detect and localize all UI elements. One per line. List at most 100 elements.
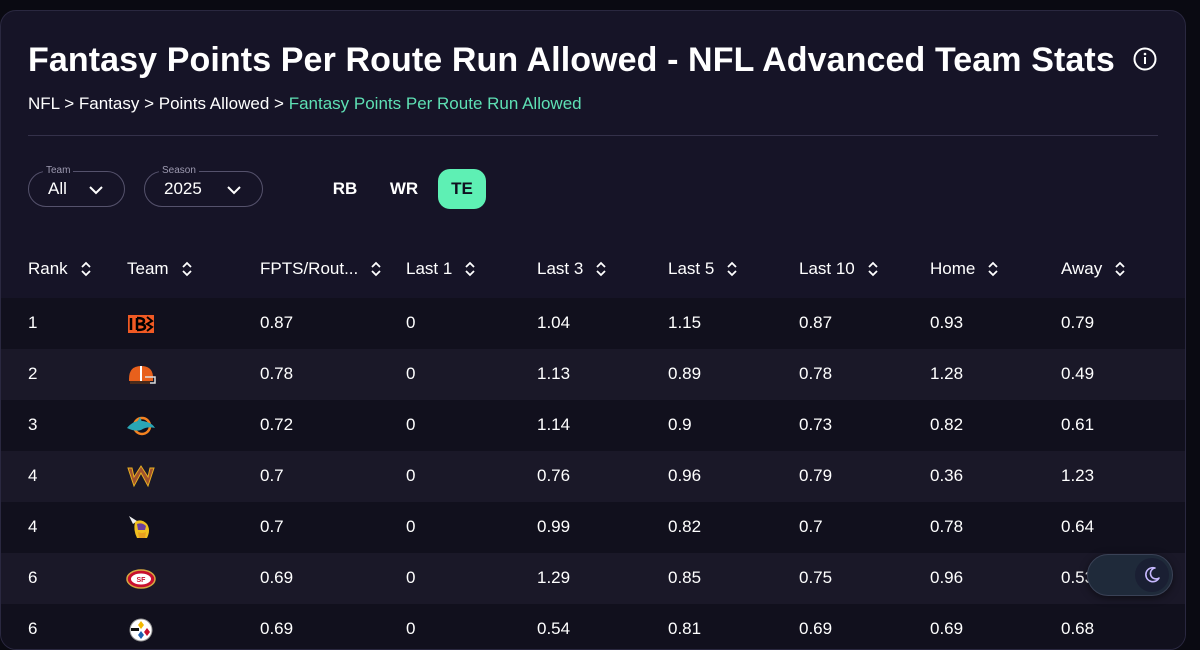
column-header-last3[interactable]: Last 3 [537, 259, 607, 279]
column-header-last5[interactable]: Last 5 [668, 259, 738, 279]
column-header-last10[interactable]: Last 10 [799, 259, 879, 279]
cell-away: 0.68 [1061, 619, 1095, 638]
team-select[interactable]: Team All [28, 164, 125, 207]
cell-fpts: 0.7 [260, 517, 284, 536]
cell-last1: 0 [406, 364, 416, 383]
cell-last10: 0.69 [799, 619, 833, 638]
cell-rank: 1 [28, 313, 38, 332]
cell-fpts: 0.72 [260, 415, 294, 434]
table-row[interactable]: 1 0.87 0 1.04 1.15 0.87 0.93 0.79 [1, 298, 1185, 349]
column-header-away[interactable]: Away [1061, 259, 1126, 279]
cell-rank: 6 [28, 619, 38, 638]
cell-home: 0.36 [930, 466, 964, 485]
column-header-home[interactable]: Home [930, 259, 999, 279]
cell-last10: 0.75 [799, 568, 833, 587]
cell-last3: 0.76 [537, 466, 571, 485]
column-header-fpts[interactable]: FPTS/Rout... [260, 259, 382, 279]
sort-icon [81, 261, 91, 277]
page-title: Fantasy Points Per Route Run Allowed - N… [28, 41, 1115, 79]
breadcrumb-link-fantasy[interactable]: Fantasy [78, 94, 140, 113]
cell-rank: 4 [28, 466, 38, 485]
cell-rank: 4 [28, 517, 38, 536]
sort-icon [868, 261, 878, 277]
season-select[interactable]: Season 2025 [144, 164, 263, 207]
cell-last1: 0 [406, 517, 416, 536]
cell-last1: 0 [406, 568, 416, 587]
cell-last5: 0.81 [668, 619, 702, 638]
cell-last5: 0.82 [668, 517, 702, 536]
sort-icon [596, 261, 606, 277]
cell-away: 0.53 [1061, 568, 1095, 587]
cell-last3: 1.13 [537, 364, 571, 383]
position-button-te[interactable]: TE [438, 169, 486, 209]
cell-fpts: 0.7 [260, 466, 284, 485]
cell-last3: 1.14 [537, 415, 571, 434]
breadcrumb-link-nfl[interactable]: NFL [28, 94, 60, 113]
cell-fpts: 0.78 [260, 364, 294, 383]
cell-last5: 0.9 [668, 415, 692, 434]
cell-last10: 0.79 [799, 466, 833, 485]
cell-away: 0.49 [1061, 364, 1095, 383]
table-row[interactable]: 2 0.78 0 1.13 0.89 0.78 1.28 0.49 [1, 349, 1185, 400]
stats-panel: Fantasy Points Per Route Run Allowed - N… [0, 10, 1186, 650]
table-row[interactable]: 4 0.7 0 0.76 0.96 0.79 0.36 1.23 [1, 451, 1185, 502]
cell-home: 1.28 [930, 364, 964, 383]
cell-rank: 2 [28, 364, 38, 383]
cell-last3: 0.99 [537, 517, 571, 536]
cell-home: 0.93 [930, 313, 964, 332]
table-row[interactable]: 4 0.7 0 0.99 0.82 0.7 0.78 0.64 [1, 502, 1185, 553]
sort-icon [727, 261, 737, 277]
browns-logo [129, 366, 156, 384]
dolphins-logo [127, 416, 155, 436]
season-select-legend: Season [159, 164, 199, 178]
cell-last1: 0 [406, 313, 416, 332]
sort-icon [465, 261, 475, 277]
chevron-down-icon [227, 186, 241, 195]
cell-last1: 0 [406, 415, 416, 434]
breadcrumb-current: Fantasy Points Per Route Run Allowed [288, 94, 582, 113]
cell-last10: 0.7 [799, 517, 823, 536]
table-row[interactable]: 6 SF 0.69 0 1.29 0.85 0.75 0.96 0.53 [1, 553, 1185, 604]
position-button-rb[interactable]: RB [332, 179, 358, 198]
cell-home: 0.96 [930, 568, 964, 587]
breadcrumb: NFL > Fantasy > Points Allowed > Fantasy… [28, 94, 582, 113]
theme-toggle-knob[interactable] [1135, 558, 1169, 592]
table-row[interactable]: 3 0.72 0 1.14 0.9 0.73 0.82 0.61 [1, 400, 1185, 451]
season-select-value: 2025 [164, 179, 202, 198]
cell-home: 0.82 [930, 415, 964, 434]
chevron-down-icon [89, 186, 103, 195]
cell-rank: 3 [28, 415, 38, 434]
commanders-logo [127, 465, 155, 488]
cell-away: 0.79 [1061, 313, 1095, 332]
breadcrumb-link-points-allowed[interactable]: Points Allowed [158, 94, 270, 113]
table-row[interactable]: 6 0.69 0 0.54 0.81 0.69 0.69 0.68 [1, 604, 1185, 649]
moon-icon [1145, 566, 1160, 583]
bengals-logo [128, 315, 154, 333]
cell-last1: 0 [406, 619, 416, 638]
svg-text:SF: SF [137, 577, 147, 584]
cell-home: 0.69 [930, 619, 964, 638]
divider [28, 135, 1158, 136]
cell-last5: 0.96 [668, 466, 702, 485]
sort-icon [988, 261, 998, 277]
cell-last3: 1.04 [537, 313, 571, 332]
cell-last5: 0.85 [668, 568, 702, 587]
49ers-logo: SF [126, 569, 156, 589]
steelers-logo [129, 618, 153, 642]
cell-last3: 0.54 [537, 619, 571, 638]
column-header-rank[interactable]: Rank [28, 259, 92, 279]
cell-fpts: 0.69 [260, 619, 294, 638]
team-select-value: All [48, 179, 67, 198]
column-header-last1[interactable]: Last 1 [406, 259, 476, 279]
cell-away: 1.23 [1061, 466, 1095, 485]
position-button-wr[interactable]: WR [389, 179, 419, 198]
table-header: Rank Team FPTS/Rout... Last 1 Last 3 Las… [1, 229, 1185, 298]
cell-last10: 0.78 [799, 364, 833, 383]
stats-table: Rank Team FPTS/Rout... Last 1 Last 3 Las… [1, 229, 1185, 649]
cell-last10: 0.73 [799, 415, 833, 434]
theme-toggle[interactable] [1087, 554, 1173, 596]
info-icon[interactable] [1133, 47, 1157, 71]
sort-icon [1115, 261, 1125, 277]
column-header-team[interactable]: Team [127, 259, 193, 279]
cell-fpts: 0.87 [260, 313, 294, 332]
